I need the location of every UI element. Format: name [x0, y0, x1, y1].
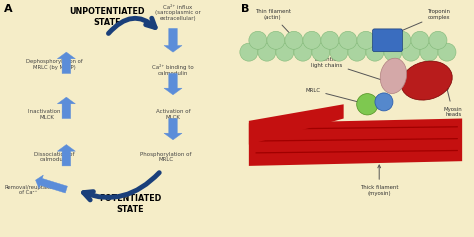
Text: Troponin
complex: Troponin complex	[399, 9, 450, 32]
Circle shape	[249, 31, 267, 49]
Circle shape	[375, 31, 393, 49]
Circle shape	[402, 43, 420, 61]
Text: MRLC: MRLC	[305, 88, 364, 104]
Text: Inactivation of
MLCK: Inactivation of MLCK	[27, 109, 67, 120]
Circle shape	[330, 43, 348, 61]
Circle shape	[294, 43, 312, 61]
Text: Myosin
heads: Myosin heads	[443, 87, 462, 118]
Circle shape	[303, 31, 321, 49]
Text: B: B	[240, 4, 249, 14]
Polygon shape	[36, 175, 67, 193]
Circle shape	[393, 31, 411, 49]
Circle shape	[285, 31, 303, 49]
Circle shape	[312, 43, 330, 61]
Circle shape	[366, 43, 384, 61]
Circle shape	[356, 94, 378, 115]
Text: Removal/reuptake
of Ca²⁺: Removal/reuptake of Ca²⁺	[4, 185, 53, 196]
Circle shape	[348, 43, 366, 61]
Text: Essential
light chains: Essential light chains	[311, 57, 387, 82]
Circle shape	[240, 43, 258, 61]
Polygon shape	[249, 118, 462, 166]
Text: Activation of
MLCK: Activation of MLCK	[155, 109, 191, 120]
Polygon shape	[164, 73, 182, 95]
Circle shape	[438, 43, 456, 61]
Text: Thick filament
(myosin): Thick filament (myosin)	[360, 165, 399, 196]
Text: Ca²⁺ binding to
calmodulin: Ca²⁺ binding to calmodulin	[152, 64, 194, 76]
Circle shape	[420, 43, 438, 61]
Polygon shape	[57, 52, 75, 73]
Ellipse shape	[380, 58, 407, 93]
Text: A: A	[4, 4, 12, 14]
Circle shape	[258, 43, 276, 61]
Ellipse shape	[401, 61, 452, 100]
Circle shape	[357, 31, 375, 49]
FancyBboxPatch shape	[373, 29, 402, 52]
Circle shape	[429, 31, 447, 49]
Text: UNPOTENTIATED
STATE: UNPOTENTIATED STATE	[69, 7, 145, 27]
Polygon shape	[249, 104, 344, 145]
Text: POTENTIATED
STATE: POTENTIATED STATE	[99, 194, 162, 214]
Polygon shape	[57, 145, 75, 166]
Polygon shape	[164, 28, 182, 52]
Circle shape	[276, 43, 294, 61]
Circle shape	[339, 31, 357, 49]
Text: Phosphorylation of
MRLC: Phosphorylation of MRLC	[140, 152, 191, 162]
Circle shape	[321, 31, 339, 49]
Circle shape	[384, 43, 402, 61]
Text: Dissociation of
calmodulin: Dissociation of calmodulin	[34, 152, 75, 162]
Polygon shape	[57, 97, 75, 118]
Text: Ca²⁺ influx
(sarcoplasmic or
extracellular): Ca²⁺ influx (sarcoplasmic or extracellul…	[155, 5, 201, 21]
Circle shape	[375, 93, 393, 111]
Circle shape	[411, 31, 429, 49]
Circle shape	[267, 31, 285, 49]
Polygon shape	[164, 118, 182, 140]
Text: Thin filament
(actin): Thin filament (actin)	[255, 9, 293, 37]
Text: Dephosphorylation of
MRLC (by MLCP): Dephosphorylation of MRLC (by MLCP)	[26, 59, 83, 70]
